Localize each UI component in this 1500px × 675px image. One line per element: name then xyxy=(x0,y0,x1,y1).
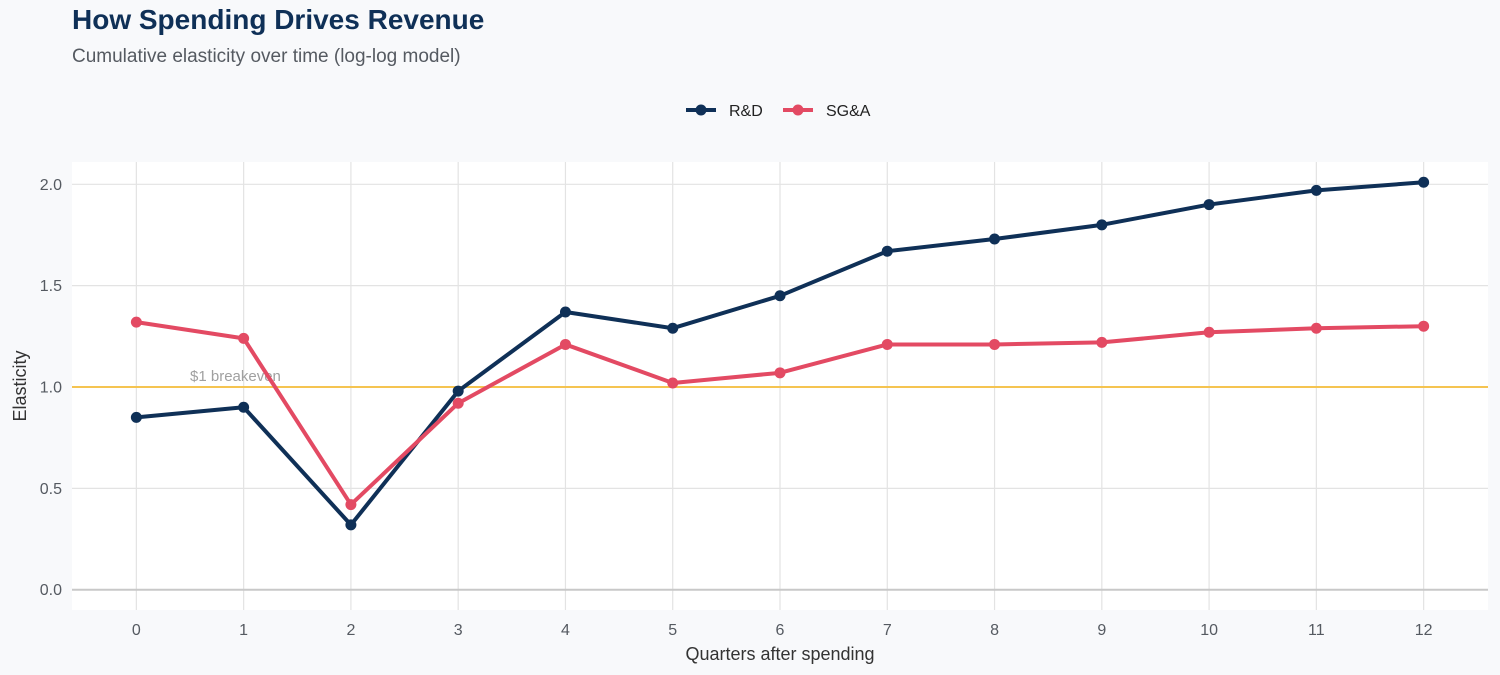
y-tick-label-0.5: 0.5 xyxy=(40,481,62,498)
data-point-rd-11 xyxy=(1310,184,1322,196)
tick-labels: 0 1 2 3 4 5 6 7 8 9 10 11 120.00.51.01.52.0 xyxy=(40,177,1433,639)
x-tick-label-10: 10 xyxy=(1200,622,1218,639)
data-point-rd-3 xyxy=(452,385,464,397)
data-point-rd-10 xyxy=(1203,199,1215,211)
chart-subtitle: Cumulative elasticity over time (log-log… xyxy=(72,46,461,67)
x-tick-label-12: 12 xyxy=(1415,622,1433,639)
x-tick-label-11: 11 xyxy=(1308,622,1325,639)
data-point-rd-8 xyxy=(989,233,1001,245)
x-tick-label-5: 5 xyxy=(668,622,677,639)
y-axis-label: Elasticity xyxy=(10,350,30,421)
data-point-sga-5 xyxy=(667,377,679,389)
data-point-sga-3 xyxy=(452,397,464,409)
y-tick-label-1.0: 1.0 xyxy=(40,380,62,397)
data-point-rd-6 xyxy=(774,290,786,302)
legend-item-sga: SG&A xyxy=(783,103,871,120)
legend-swatch-sga-point xyxy=(792,104,804,116)
data-point-sga-11 xyxy=(1310,322,1322,334)
legend: R&D SG&A xyxy=(686,103,871,120)
y-tick-label-2.0: 2.0 xyxy=(40,177,62,194)
y-tick-label-0.0: 0.0 xyxy=(40,582,62,599)
x-tick-label-1: 1 xyxy=(239,622,248,639)
x-tick-label-4: 4 xyxy=(561,622,570,639)
series-sga xyxy=(130,316,1430,511)
series-group xyxy=(130,176,1430,531)
data-point-rd-12 xyxy=(1418,176,1430,188)
data-point-sga-8 xyxy=(989,338,1001,350)
data-point-rd-0 xyxy=(130,411,142,423)
chart-title: How Spending Drives Revenue xyxy=(72,4,485,35)
y-tick-label-1.5: 1.5 xyxy=(40,278,62,295)
data-point-sga-9 xyxy=(1096,336,1108,348)
x-tick-label-8: 8 xyxy=(990,622,999,639)
data-point-sga-10 xyxy=(1203,326,1215,338)
data-point-rd-7 xyxy=(881,245,893,257)
x-tick-label-0: 0 xyxy=(132,622,141,639)
data-point-sga-4 xyxy=(559,338,571,350)
data-point-sga-12 xyxy=(1418,320,1430,332)
x-tick-label-9: 9 xyxy=(1097,622,1106,639)
data-point-sga-1 xyxy=(238,332,250,344)
data-point-sga-2 xyxy=(345,499,357,511)
data-point-rd-9 xyxy=(1096,219,1108,231)
x-axis-label: Quarters after spending xyxy=(685,644,874,664)
data-point-rd-2 xyxy=(345,519,357,531)
breakeven-label: $1 breakeven xyxy=(190,368,281,385)
x-tick-label-6: 6 xyxy=(776,622,785,639)
reference-line-group: $1 breakeven xyxy=(72,368,1488,389)
legend-swatch-rd-point xyxy=(695,104,707,116)
legend-label-sga: SG&A xyxy=(826,103,871,120)
x-tick-label-7: 7 xyxy=(883,622,892,639)
data-point-sga-7 xyxy=(881,338,893,350)
x-tick-label-2: 2 xyxy=(346,622,355,639)
legend-label-rd: R&D xyxy=(729,103,763,120)
data-point-sga-0 xyxy=(130,316,142,328)
data-point-rd-5 xyxy=(667,322,679,334)
legend-item-rd: R&D xyxy=(686,103,763,120)
data-point-sga-6 xyxy=(774,367,786,379)
data-point-rd-1 xyxy=(238,401,250,413)
series-rd xyxy=(130,176,1430,531)
x-tick-label-3: 3 xyxy=(454,622,463,639)
data-point-rd-4 xyxy=(559,306,571,318)
